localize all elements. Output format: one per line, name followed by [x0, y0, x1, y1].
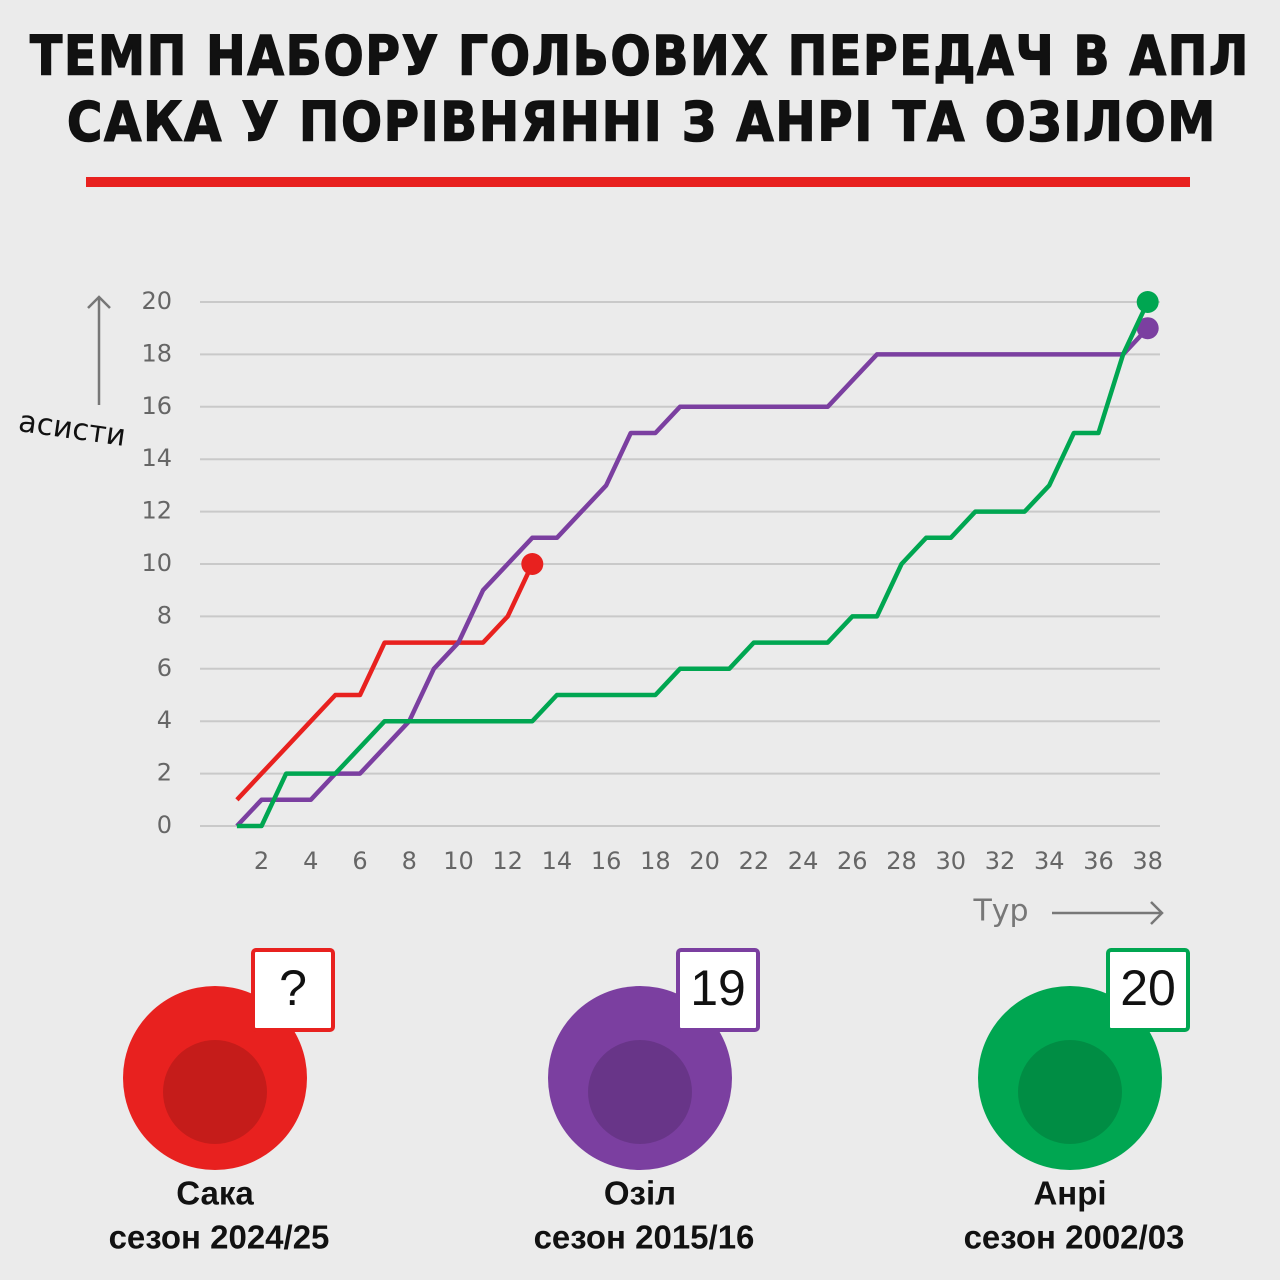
player-name: Озіл	[604, 1175, 676, 1212]
y-tick-label: 14	[141, 444, 172, 472]
y-tick-label: 0	[157, 811, 172, 839]
player-season: сезон 2024/25	[109, 1219, 330, 1256]
player-name: Анрі	[1033, 1175, 1106, 1212]
end-point	[521, 553, 544, 575]
player-season: сезон 2015/16	[534, 1219, 755, 1256]
x-tick-label: 22	[739, 847, 770, 875]
x-tick-label: 4	[303, 847, 318, 875]
badge-value: 20	[1120, 960, 1176, 1016]
y-tick-label: 4	[157, 706, 172, 734]
x-tick-label: 20	[689, 847, 720, 875]
player-photo-inner	[163, 1040, 267, 1144]
series-line	[235, 326, 1150, 828]
player-name: Сака	[176, 1175, 254, 1212]
x-tick-label: 8	[402, 847, 417, 875]
chart-subtitle: САКА У ПОРІВНЯННІ З АНРІ ТА ОЗІЛОМ	[67, 91, 1217, 154]
badge-box	[251, 948, 335, 1032]
end-point	[1136, 291, 1159, 313]
badge-box	[1106, 948, 1190, 1032]
x-tick-label: 18	[640, 847, 671, 875]
x-tick-label: 12	[492, 847, 523, 875]
y-tick-label: 8	[157, 601, 172, 629]
x-tick-label: 38	[1132, 847, 1163, 875]
y-axis-arrowhead	[87, 295, 111, 309]
title-rule	[86, 177, 1190, 187]
y-tick-label: 2	[157, 759, 172, 787]
y-tick-label: 6	[157, 654, 172, 682]
x-tick-label: 6	[352, 847, 367, 875]
player-photo-inner	[588, 1040, 692, 1144]
x-tick-label: 28	[886, 847, 917, 875]
y-tick-label: 20	[141, 287, 172, 315]
x-tick-label: 16	[591, 847, 622, 875]
series-line	[235, 563, 535, 802]
player-photo-inner	[1018, 1040, 1122, 1144]
player-season: сезон 2002/03	[964, 1219, 1185, 1256]
x-tick-label: 34	[1034, 847, 1065, 875]
badge-value: 19	[690, 960, 746, 1016]
x-axis-label: Тур	[972, 894, 1028, 929]
y-tick-label: 18	[141, 339, 172, 367]
badge-box	[676, 948, 760, 1032]
x-tick-label: 30	[935, 847, 966, 875]
badge-value: ?	[279, 960, 307, 1016]
x-tick-label: 26	[837, 847, 868, 875]
series-line	[236, 301, 1150, 829]
x-tick-label: 14	[542, 847, 573, 875]
chart-title: ТЕМП НАБОРУ ГОЛЬОВИХ ПЕРЕДАЧ В АПЛ	[30, 25, 1250, 88]
x-tick-label: 36	[1083, 847, 1114, 875]
x-tick-label: 10	[443, 847, 474, 875]
x-axis-arrowhead	[1150, 901, 1164, 925]
y-tick-label: 12	[141, 497, 172, 525]
y-tick-label: 10	[141, 549, 172, 577]
y-tick-label: 16	[141, 392, 172, 420]
x-tick-label: 2	[254, 847, 269, 875]
x-tick-label: 32	[985, 847, 1016, 875]
end-point	[1136, 317, 1159, 340]
x-tick-label: 24	[788, 847, 819, 875]
